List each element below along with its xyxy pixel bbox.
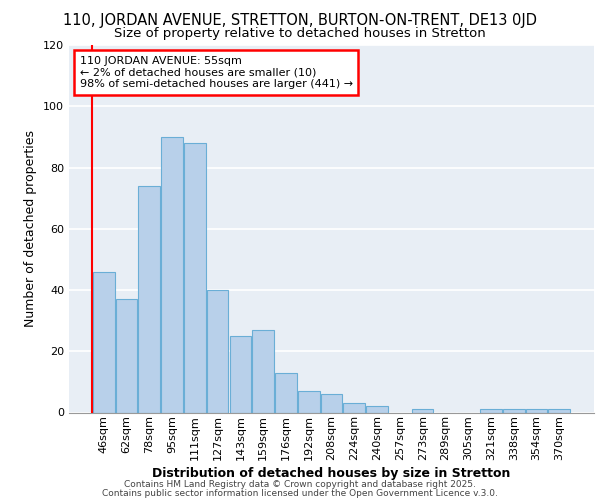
Bar bbox=[343, 404, 365, 412]
Bar bbox=[230, 336, 251, 412]
Bar bbox=[320, 394, 343, 412]
Text: 110 JORDAN AVENUE: 55sqm
← 2% of detached houses are smaller (10)
98% of semi-de: 110 JORDAN AVENUE: 55sqm ← 2% of detache… bbox=[79, 56, 353, 89]
Bar bbox=[366, 406, 388, 412]
Bar bbox=[253, 330, 274, 412]
Bar bbox=[275, 372, 297, 412]
Bar bbox=[298, 391, 320, 412]
Bar bbox=[184, 143, 206, 412]
Bar bbox=[412, 410, 433, 412]
Text: Size of property relative to detached houses in Stretton: Size of property relative to detached ho… bbox=[114, 28, 486, 40]
Bar bbox=[116, 299, 137, 412]
X-axis label: Distribution of detached houses by size in Stretton: Distribution of detached houses by size … bbox=[152, 468, 511, 480]
Text: Contains HM Land Registry data © Crown copyright and database right 2025.: Contains HM Land Registry data © Crown c… bbox=[124, 480, 476, 489]
Bar bbox=[161, 137, 183, 412]
Y-axis label: Number of detached properties: Number of detached properties bbox=[25, 130, 37, 327]
Bar bbox=[526, 410, 547, 412]
Bar bbox=[207, 290, 229, 412]
Bar bbox=[503, 410, 524, 412]
Text: Contains public sector information licensed under the Open Government Licence v.: Contains public sector information licen… bbox=[102, 488, 498, 498]
Bar bbox=[548, 410, 570, 412]
Bar bbox=[139, 186, 160, 412]
Text: 110, JORDAN AVENUE, STRETTON, BURTON-ON-TRENT, DE13 0JD: 110, JORDAN AVENUE, STRETTON, BURTON-ON-… bbox=[63, 12, 537, 28]
Bar bbox=[480, 410, 502, 412]
Bar bbox=[93, 272, 115, 412]
